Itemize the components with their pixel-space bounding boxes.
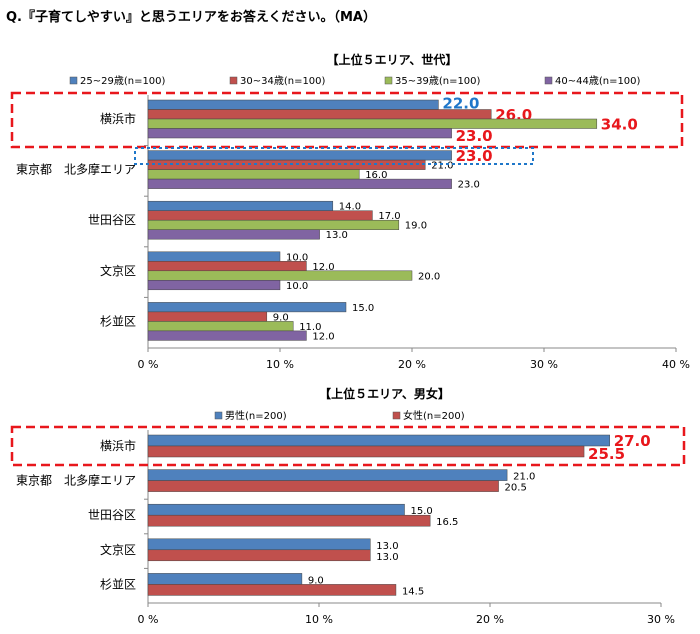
bar [147,330,307,341]
legend-swatch [392,411,401,420]
bar [147,503,405,516]
bar [147,584,397,596]
data-label: 27.0 [614,432,651,450]
data-label: 14.0 [339,202,361,213]
chart-title: 【上位５エリア、世代】 [327,52,458,67]
bar [147,469,508,481]
bar [147,549,371,562]
data-label: 17.0 [378,211,400,222]
x-tick-label: 30 % [530,358,558,371]
data-label: 22.0 [442,95,479,113]
category-label: 世田谷区 [88,213,136,227]
x-tick-label: 20 % [398,358,426,371]
legend-label: 男性(n=200) [225,409,287,422]
x-tick-label: 0 % [138,358,159,371]
data-label: 13.0 [326,230,348,241]
data-label: 11.0 [299,322,321,333]
data-label: 21.0 [513,472,535,483]
chart-title: 【上位５エリア、男女】 [319,386,450,401]
bar [147,251,281,262]
legend-swatch [229,76,238,85]
bar [147,321,294,332]
data-label: 23.0 [456,127,493,145]
x-tick-label: 20 % [476,613,504,626]
bar [147,311,268,322]
legend-swatch [69,76,78,85]
bar [147,302,347,313]
bar [147,99,439,110]
category-label: 文京区 [100,263,136,278]
x-tick-label: 0 % [138,613,159,626]
bar [147,229,320,240]
bar [147,178,452,189]
bar [147,261,307,272]
data-label: 16.5 [436,517,458,528]
category-label: 世田谷区 [88,508,136,522]
category-label: 文京区 [100,542,136,557]
bar [147,150,452,161]
legend-label: 40~44歳(n=100) [555,75,641,87]
x-tick-label: 10 % [266,358,294,371]
x-tick-label: 10 % [305,613,333,626]
bar [147,480,499,492]
bar [147,573,303,585]
data-label: 13.0 [376,552,398,563]
legend-label: 30~34歳(n=100) [240,75,326,87]
category-label: 横浜市 [100,438,136,453]
category-label: 杉並区 [100,314,136,328]
bar [147,434,610,447]
bar [147,169,360,180]
data-label: 20.5 [505,483,527,494]
bar [147,109,492,120]
bar [147,219,400,230]
highlight-box-kitatama [134,147,534,165]
category-label: 杉並区 [100,577,136,591]
data-label: 9.0 [308,575,324,586]
category-label: 東京都 北多摩エリア [16,473,136,488]
data-label: 34.0 [601,116,638,134]
bar [147,128,452,139]
bar [147,270,413,281]
bar [147,514,431,527]
data-label: 23.0 [458,180,480,191]
legend-swatch [214,411,223,420]
data-label: 9.0 [273,312,289,323]
data-label: 20.0 [418,271,440,282]
bar [147,445,585,458]
bar [147,200,334,211]
legend-swatch [384,76,393,85]
data-label: 15.0 [352,303,374,314]
legend-label: 25~29歳(n=100) [80,75,166,87]
data-label: 12.0 [312,331,334,342]
highlight-box-yokohama-gender [10,425,686,467]
bar [147,280,281,291]
bar [147,118,598,129]
data-label: 15.0 [411,506,433,517]
data-label: 19.0 [405,221,427,232]
legend-label: 女性(n=200) [403,409,465,422]
data-label: 12.0 [312,262,334,273]
data-label: 25.5 [588,445,625,463]
legend-label: 35~39歳(n=100) [395,75,481,87]
category-label: 東京都 北多摩エリア [16,162,136,177]
data-label: 21.0 [431,161,453,172]
category-label: 横浜市 [100,111,136,126]
data-label: 13.0 [376,541,398,552]
bar [147,538,371,551]
question-text: Q.『子育てしやすい』と思うエリアをお答えください。（MA） [6,10,376,25]
data-label: 23.0 [456,147,493,165]
data-label: 10.0 [286,281,308,292]
legend-swatch [544,76,553,85]
x-tick-label: 30 % [647,613,675,626]
data-label: 10.0 [286,252,308,263]
x-tick-label: 40 % [662,358,690,371]
data-label: 14.5 [402,586,424,597]
data-label: 16.0 [365,170,387,181]
bar [147,210,373,221]
